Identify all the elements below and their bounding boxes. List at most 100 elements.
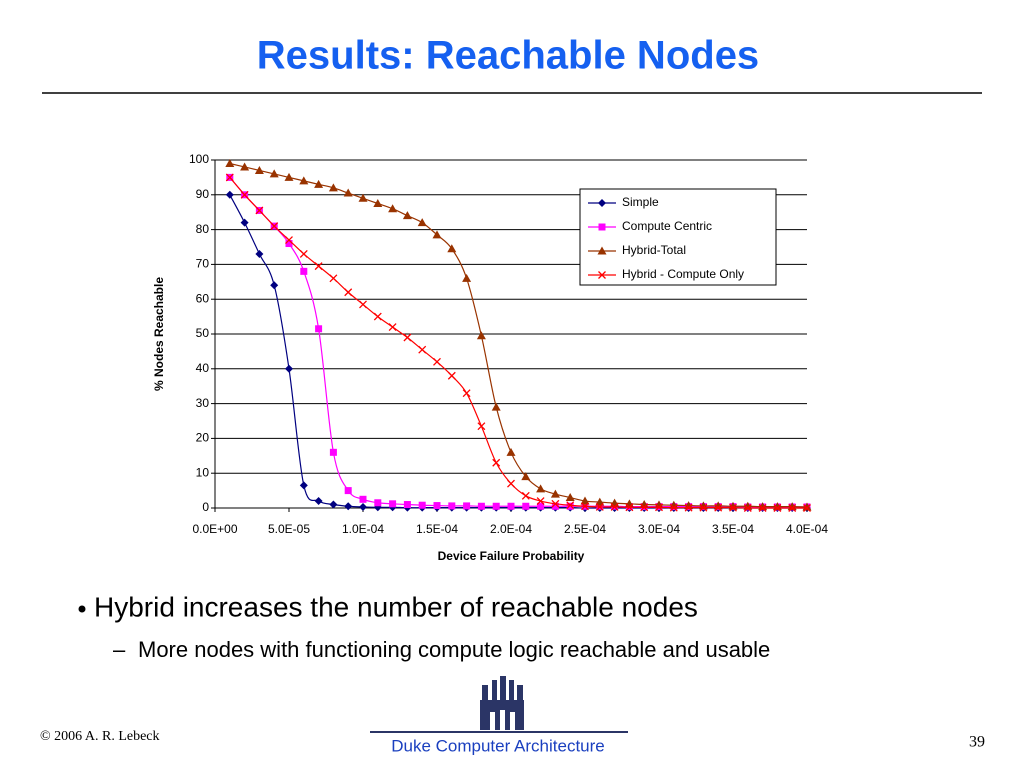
legend-marker	[598, 223, 606, 231]
marker	[773, 504, 782, 512]
marker	[329, 274, 338, 283]
x-tick-label: 1.5E-04	[416, 522, 458, 536]
marker	[491, 402, 501, 411]
marker	[803, 504, 811, 512]
marker	[492, 458, 501, 467]
marker	[314, 179, 324, 188]
marker	[522, 502, 530, 510]
marker	[225, 158, 235, 167]
marker	[463, 502, 471, 510]
marker	[240, 190, 249, 199]
y-tick-label: 60	[196, 291, 210, 305]
y-tick-label: 90	[196, 187, 210, 201]
marker	[299, 176, 309, 185]
marker	[684, 503, 693, 512]
footer-center: Duke Computer Architecture	[391, 736, 605, 755]
marker	[314, 262, 323, 271]
y-tick-label: 20	[196, 431, 210, 445]
bullet-text: Hybrid increases the number of reachable…	[94, 591, 698, 622]
marker	[255, 249, 264, 258]
legend-label: Compute Centric	[622, 219, 712, 233]
marker	[699, 503, 708, 512]
marker	[388, 323, 397, 331]
sub-bullet-dash: –	[113, 637, 126, 662]
x-tick-label: 3.0E-04	[638, 522, 680, 536]
y-tick-label: 70	[196, 257, 210, 271]
marker	[729, 503, 737, 512]
marker	[285, 240, 293, 248]
marker	[447, 371, 456, 380]
marker	[432, 230, 442, 239]
marker	[714, 503, 723, 512]
x-tick-label: 3.5E-04	[712, 522, 754, 536]
marker	[448, 502, 456, 510]
series-line	[229, 177, 807, 508]
sub-bullet-text: More nodes with functioning compute logi…	[138, 637, 770, 662]
marker	[566, 502, 574, 510]
marker	[595, 497, 605, 506]
marker	[669, 500, 679, 509]
marker	[566, 501, 575, 510]
marker	[254, 165, 264, 174]
legend-marker	[598, 199, 606, 207]
marker	[788, 504, 797, 512]
marker	[359, 495, 367, 503]
marker	[492, 502, 500, 510]
marker	[743, 504, 752, 512]
series-line	[229, 177, 807, 509]
marker	[315, 325, 323, 333]
marker	[625, 503, 634, 512]
y-tick-label: 100	[189, 152, 209, 166]
marker	[374, 499, 382, 507]
marker	[373, 312, 382, 321]
marker	[270, 281, 279, 290]
marker	[581, 502, 589, 511]
marker	[284, 172, 294, 181]
y-tick-label: 30	[196, 396, 210, 410]
marker	[418, 345, 427, 354]
marker	[433, 357, 441, 366]
marker	[655, 503, 663, 512]
marker	[551, 499, 560, 508]
marker	[640, 503, 649, 512]
legend-box	[579, 188, 777, 286]
legend-label: Hybrid - Compute Only	[622, 267, 744, 281]
legend-label: Simple	[622, 195, 659, 209]
marker	[639, 500, 649, 509]
marker	[536, 497, 545, 505]
marker	[521, 491, 530, 500]
marker	[758, 504, 767, 512]
marker	[507, 502, 515, 510]
marker	[389, 500, 397, 508]
marker	[402, 211, 412, 220]
marker	[269, 169, 279, 178]
marker	[359, 502, 367, 511]
y-tick-label: 0	[202, 500, 209, 514]
marker	[329, 448, 337, 456]
marker	[536, 484, 546, 493]
legend-marker	[597, 246, 607, 255]
marker	[403, 333, 412, 342]
marker	[344, 502, 353, 511]
marker	[521, 472, 531, 481]
y-tick-label: 10	[196, 465, 210, 479]
marker	[507, 479, 515, 488]
marker	[344, 487, 352, 495]
marker	[300, 267, 308, 275]
marker	[654, 500, 664, 509]
marker	[403, 501, 411, 509]
marker	[447, 244, 457, 253]
marker	[328, 183, 338, 192]
marker	[329, 500, 338, 509]
marker	[359, 300, 367, 309]
marker	[225, 190, 234, 199]
marker	[270, 222, 279, 231]
marker	[314, 497, 323, 506]
marker	[388, 204, 398, 213]
footer-copyright: © 2006 A. R. Lebeck	[40, 729, 160, 744]
marker	[285, 364, 293, 373]
marker	[418, 501, 426, 509]
marker	[373, 199, 383, 207]
marker	[610, 502, 619, 511]
